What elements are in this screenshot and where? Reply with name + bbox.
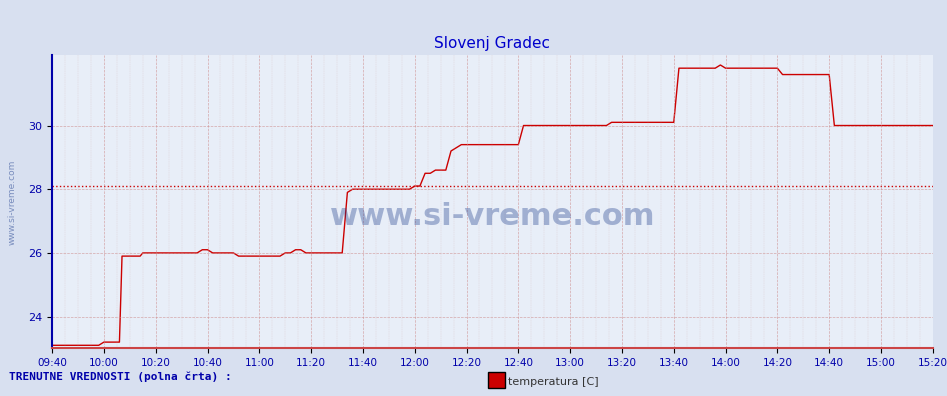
Text: TRENUTNE VREDNOSTI (polna črta) :: TRENUTNE VREDNOSTI (polna črta) : (9, 372, 232, 382)
Text: www.si-vreme.com: www.si-vreme.com (8, 159, 17, 245)
Text: www.si-vreme.com: www.si-vreme.com (330, 202, 655, 231)
Text: temperatura [C]: temperatura [C] (508, 377, 599, 387)
Title: Slovenj Gradec: Slovenj Gradec (435, 36, 550, 51)
